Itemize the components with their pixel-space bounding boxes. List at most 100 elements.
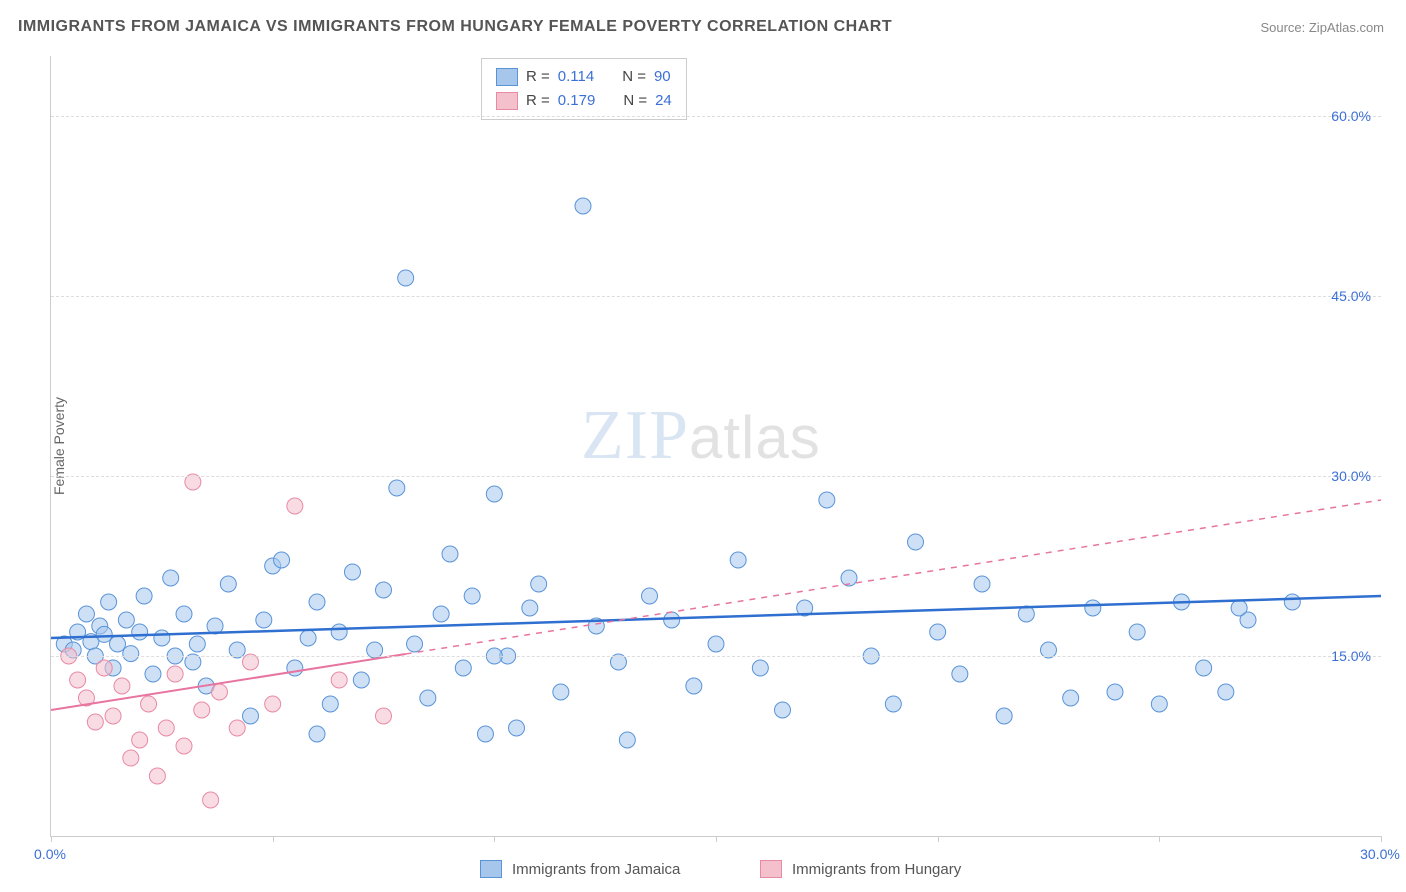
chart-container: IMMIGRANTS FROM JAMAICA VS IMMIGRANTS FR… [0,0,1406,892]
data-point [420,690,436,706]
data-point [885,696,901,712]
data-point [300,630,316,646]
data-point [243,708,259,724]
data-point [87,714,103,730]
r-value: 0.114 [558,65,594,89]
legend-swatch [480,860,502,878]
data-point [1063,690,1079,706]
data-point [309,726,325,742]
data-point [752,660,768,676]
x-tick [494,836,495,842]
x-tick-label: 0.0% [34,846,66,862]
trend-line [51,596,1381,638]
data-point [1151,696,1167,712]
data-point [664,612,680,628]
x-tick [273,836,274,842]
y-tick-label: 30.0% [1331,468,1371,484]
data-point [211,684,227,700]
gridline [51,476,1381,477]
data-point [114,678,130,694]
r-label: R = [526,89,550,113]
legend-swatch [760,860,782,878]
data-point [176,738,192,754]
data-point [101,594,117,610]
data-point [331,672,347,688]
data-point [575,198,591,214]
legend-swatch [496,68,518,86]
x-tick [1159,836,1160,842]
data-point [1085,600,1101,616]
x-tick [938,836,939,842]
data-point [930,624,946,640]
r-value: 0.179 [558,89,596,113]
data-point [265,696,281,712]
data-point [522,600,538,616]
trend-line-dashed [406,500,1381,654]
data-point [464,588,480,604]
data-point [642,588,658,604]
data-point [398,270,414,286]
data-point [220,576,236,592]
data-point [619,732,635,748]
legend-swatch [496,92,518,110]
data-point [407,636,423,652]
data-point [974,576,990,592]
data-point [1284,594,1300,610]
data-point [123,750,139,766]
data-point [96,626,112,642]
y-tick-label: 45.0% [1331,288,1371,304]
n-value: 24 [655,89,672,113]
n-label: N = [622,65,646,89]
data-point [145,666,161,682]
data-point [167,666,183,682]
data-point [389,480,405,496]
data-point [344,564,360,580]
data-point [455,660,471,676]
data-point [141,696,157,712]
x-tick [1381,836,1382,842]
data-point [775,702,791,718]
plot-area: ZIPatlas R =0.114N =90R =0.179N =24 15.0… [50,56,1381,837]
data-point [123,646,139,662]
gridline [51,656,1381,657]
data-point [149,768,165,784]
data-point [531,576,547,592]
data-point [477,726,493,742]
data-point [442,546,458,562]
data-point [331,624,347,640]
data-point [194,702,210,718]
x-tick [716,836,717,842]
data-point [1107,684,1123,700]
scatter-svg [51,56,1381,836]
data-point [376,708,392,724]
chart-title: IMMIGRANTS FROM JAMAICA VS IMMIGRANTS FR… [18,18,892,36]
data-point [158,720,174,736]
data-point [322,696,338,712]
data-point [189,636,205,652]
x-tick-label: 30.0% [1360,846,1400,862]
data-point [553,684,569,700]
data-point [136,588,152,604]
data-point [203,792,219,808]
data-point [176,606,192,622]
y-tick-label: 60.0% [1331,108,1371,124]
data-point [353,672,369,688]
gridline [51,296,1381,297]
legend-row: R =0.179N =24 [496,89,672,113]
data-point [256,612,272,628]
data-point [118,612,134,628]
data-point [70,672,86,688]
data-point [287,498,303,514]
data-point [686,678,702,694]
data-point [730,552,746,568]
data-point [908,534,924,550]
data-point [229,720,245,736]
source-label: Source: ZipAtlas.com [1260,20,1384,35]
data-point [78,606,94,622]
data-point [376,582,392,598]
data-point [1218,684,1234,700]
r-label: R = [526,65,550,89]
legend-row: R =0.114N =90 [496,65,672,89]
data-point [274,552,290,568]
data-point [163,570,179,586]
